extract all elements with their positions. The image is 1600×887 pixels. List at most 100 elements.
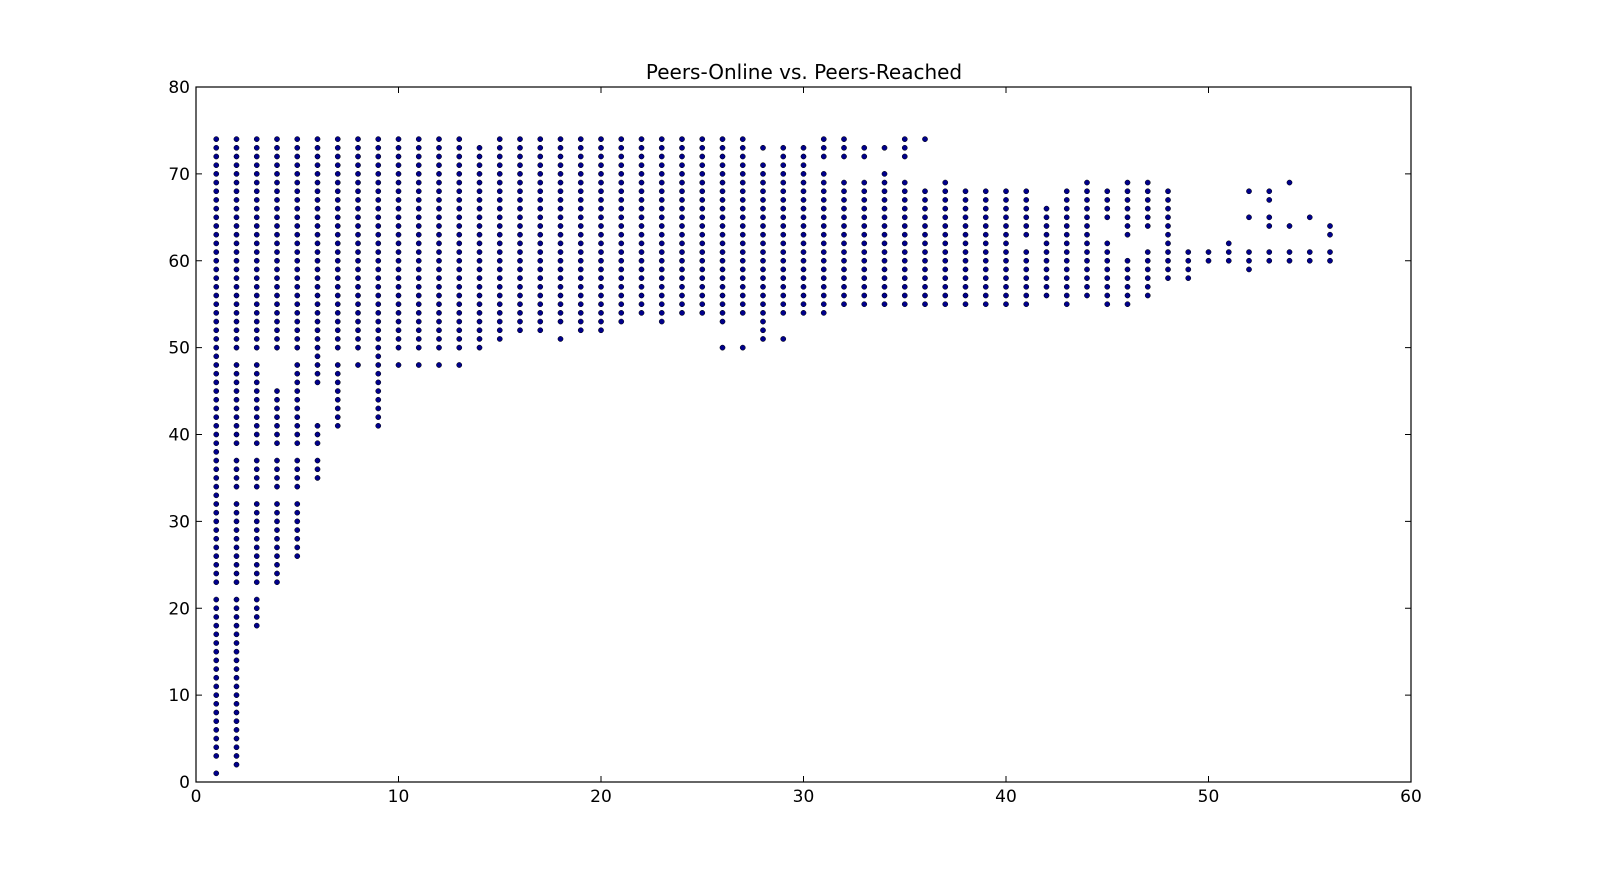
data-point xyxy=(213,527,220,533)
data-point xyxy=(1185,266,1192,273)
data-point xyxy=(517,162,523,169)
data-point xyxy=(213,718,220,725)
data-point xyxy=(800,275,807,281)
data-point xyxy=(1063,231,1070,238)
data-point xyxy=(719,188,726,195)
data-point xyxy=(537,197,544,203)
data-point xyxy=(922,257,928,264)
data-point xyxy=(1084,249,1090,255)
data-point xyxy=(233,153,240,160)
data-point xyxy=(233,179,240,186)
data-point xyxy=(1165,205,1171,212)
data-point xyxy=(294,518,301,525)
data-point xyxy=(334,144,341,151)
data-point xyxy=(436,249,442,255)
data-point xyxy=(901,301,908,308)
data-point xyxy=(638,197,645,203)
data-point xyxy=(598,197,604,203)
data-point xyxy=(213,136,220,142)
data-point xyxy=(922,223,928,229)
data-point xyxy=(253,283,260,290)
data-point xyxy=(294,475,301,481)
data-point xyxy=(962,231,969,238)
data-point xyxy=(395,336,402,342)
data-point xyxy=(577,153,584,160)
data-point xyxy=(1225,249,1232,255)
y-tick-label: 30 xyxy=(168,512,190,532)
data-point xyxy=(233,674,240,681)
data-point xyxy=(982,240,989,247)
data-point xyxy=(901,283,908,290)
data-point xyxy=(314,327,321,334)
data-point xyxy=(577,197,584,203)
data-point xyxy=(800,249,807,255)
data-point xyxy=(557,144,564,151)
data-point xyxy=(213,344,220,351)
data-point xyxy=(355,144,361,151)
data-point xyxy=(233,144,240,151)
data-point xyxy=(375,171,382,177)
data-point xyxy=(800,205,807,212)
data-point xyxy=(1043,292,1050,299)
data-point xyxy=(922,292,928,299)
data-point xyxy=(294,292,301,299)
data-point xyxy=(274,570,280,577)
data-point xyxy=(253,614,260,620)
data-point xyxy=(294,509,301,516)
data-point xyxy=(1084,205,1090,212)
data-point xyxy=(213,457,220,464)
data-point xyxy=(294,527,301,533)
data-point xyxy=(1023,266,1030,273)
data-point xyxy=(355,336,361,342)
data-point xyxy=(213,483,220,490)
data-point xyxy=(658,318,665,325)
data-point xyxy=(517,283,523,290)
data-point xyxy=(1023,283,1030,290)
data-point xyxy=(334,197,341,203)
data-point xyxy=(800,171,807,177)
data-point xyxy=(517,266,523,273)
data-point xyxy=(1124,214,1131,221)
data-point xyxy=(699,205,706,212)
data-point xyxy=(760,327,766,334)
data-point xyxy=(1165,275,1171,281)
data-point xyxy=(1063,249,1070,255)
data-point xyxy=(1165,188,1171,195)
data-point xyxy=(1104,188,1111,195)
data-point xyxy=(233,440,240,447)
data-point xyxy=(517,257,523,264)
data-point xyxy=(517,188,523,195)
data-point xyxy=(294,162,301,169)
data-point xyxy=(476,301,483,308)
data-point xyxy=(355,153,361,160)
data-point xyxy=(233,457,240,464)
data-point xyxy=(1084,266,1090,273)
data-point xyxy=(375,379,382,386)
data-point xyxy=(314,179,321,186)
data-point xyxy=(213,266,220,273)
data-point xyxy=(213,744,220,751)
data-point xyxy=(355,223,361,229)
data-point xyxy=(699,310,706,316)
data-point xyxy=(456,283,463,290)
data-point xyxy=(800,310,807,316)
data-point xyxy=(1084,188,1090,195)
data-point xyxy=(355,231,361,238)
data-point xyxy=(1084,292,1090,299)
data-point xyxy=(375,223,382,229)
data-point xyxy=(658,275,665,281)
data-point xyxy=(253,483,260,490)
data-point xyxy=(1104,197,1111,203)
data-point xyxy=(638,144,645,151)
data-point xyxy=(395,171,402,177)
data-point xyxy=(1003,231,1009,238)
data-point xyxy=(881,214,888,221)
data-point xyxy=(820,214,827,221)
data-point xyxy=(658,231,665,238)
data-point xyxy=(496,327,503,334)
data-point xyxy=(517,327,523,334)
data-point xyxy=(233,379,240,386)
data-point xyxy=(314,292,321,299)
data-point xyxy=(294,231,301,238)
data-point xyxy=(213,405,220,412)
